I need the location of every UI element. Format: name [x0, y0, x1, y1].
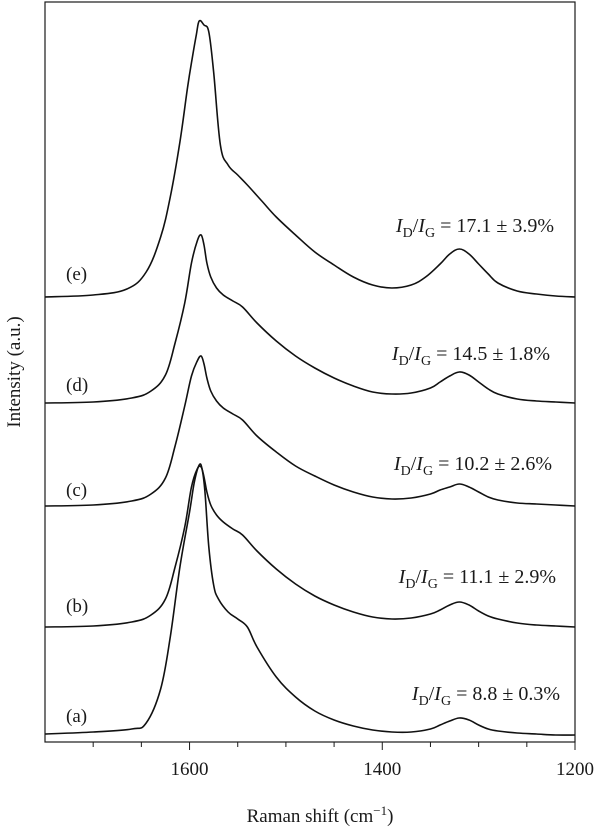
- x-tick-label: 1400: [363, 759, 401, 780]
- sample-labels: (a) (b) (c) (d) (e): [66, 264, 88, 727]
- x-axis-title: Raman shift (cm−1): [247, 803, 394, 827]
- spectrum-line-b: [44, 465, 576, 628]
- sample-label: (a): [66, 706, 87, 727]
- spectrum-line-a: [44, 463, 576, 736]
- plot-frame: [44, 1, 576, 743]
- x-tick-label: 1200: [556, 759, 594, 780]
- ratio-annotation: ID/IG = 11.1 ± 2.9%: [398, 566, 556, 592]
- sample-label: (e): [66, 264, 87, 285]
- sample-label: (c): [66, 480, 87, 501]
- sample-label: (b): [66, 596, 88, 617]
- ratio-annotation: ID/IG = 17.1 ± 3.9%: [395, 215, 554, 241]
- sample-label: (d): [66, 375, 88, 396]
- ratio-annotation: ID/IG = 8.8 ± 0.3%: [411, 683, 560, 709]
- x-axis-title-sup: −1: [373, 803, 387, 818]
- spectrum-line-e: [44, 19, 576, 298]
- y-axis-title: Intensity (a.u.): [4, 316, 25, 427]
- x-axis-title-text: Raman shift (cm: [247, 806, 374, 827]
- ratio-annotation: ID/IG = 14.5 ± 1.8%: [391, 343, 550, 369]
- x-axis-title-close: ): [387, 806, 393, 827]
- x-axis-ticks: 1600 1400 1200: [92, 742, 594, 780]
- spectrum-line-d: [44, 234, 576, 404]
- ratio-annotations: ID/IG = 8.8 ± 0.3% ID/IG = 11.1 ± 2.9% ID/…: [391, 215, 560, 709]
- spectra-group: [44, 19, 576, 736]
- spectrum-line-c: [44, 355, 576, 507]
- x-tick-label: 1600: [171, 759, 209, 780]
- ratio-annotation: ID/IG = 10.2 ± 2.6%: [393, 453, 552, 479]
